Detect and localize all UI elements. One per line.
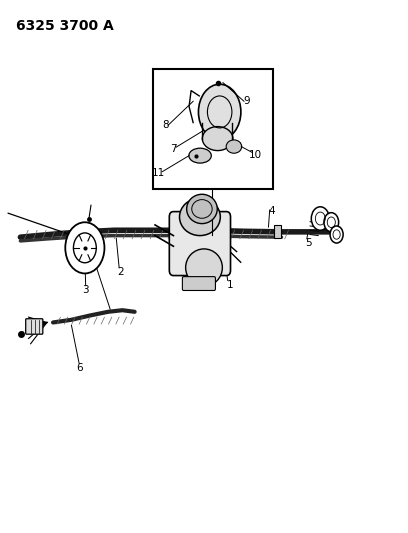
FancyBboxPatch shape	[182, 277, 215, 290]
Text: 1: 1	[227, 280, 234, 290]
Text: 2: 2	[117, 267, 124, 277]
Text: 3: 3	[82, 286, 89, 295]
Ellipse shape	[186, 194, 217, 223]
Bar	[274, 225, 281, 238]
Circle shape	[198, 84, 241, 140]
Text: 4: 4	[268, 206, 275, 215]
Bar	[153, 69, 273, 189]
Circle shape	[330, 226, 343, 243]
Ellipse shape	[189, 148, 211, 163]
Ellipse shape	[202, 126, 233, 150]
Text: 6325 3700 A: 6325 3700 A	[16, 19, 114, 33]
Text: 5: 5	[305, 238, 311, 247]
Circle shape	[65, 222, 104, 273]
FancyBboxPatch shape	[169, 212, 231, 276]
FancyBboxPatch shape	[26, 319, 43, 334]
Circle shape	[324, 213, 339, 232]
Ellipse shape	[226, 140, 242, 154]
Ellipse shape	[180, 198, 220, 236]
Text: 10: 10	[248, 150, 262, 159]
Text: 11: 11	[152, 168, 165, 178]
Ellipse shape	[186, 249, 222, 286]
Circle shape	[311, 207, 329, 230]
Text: 9: 9	[244, 96, 250, 106]
Text: 8: 8	[162, 120, 169, 130]
Text: 6: 6	[76, 363, 83, 373]
Text: 7: 7	[170, 144, 177, 154]
